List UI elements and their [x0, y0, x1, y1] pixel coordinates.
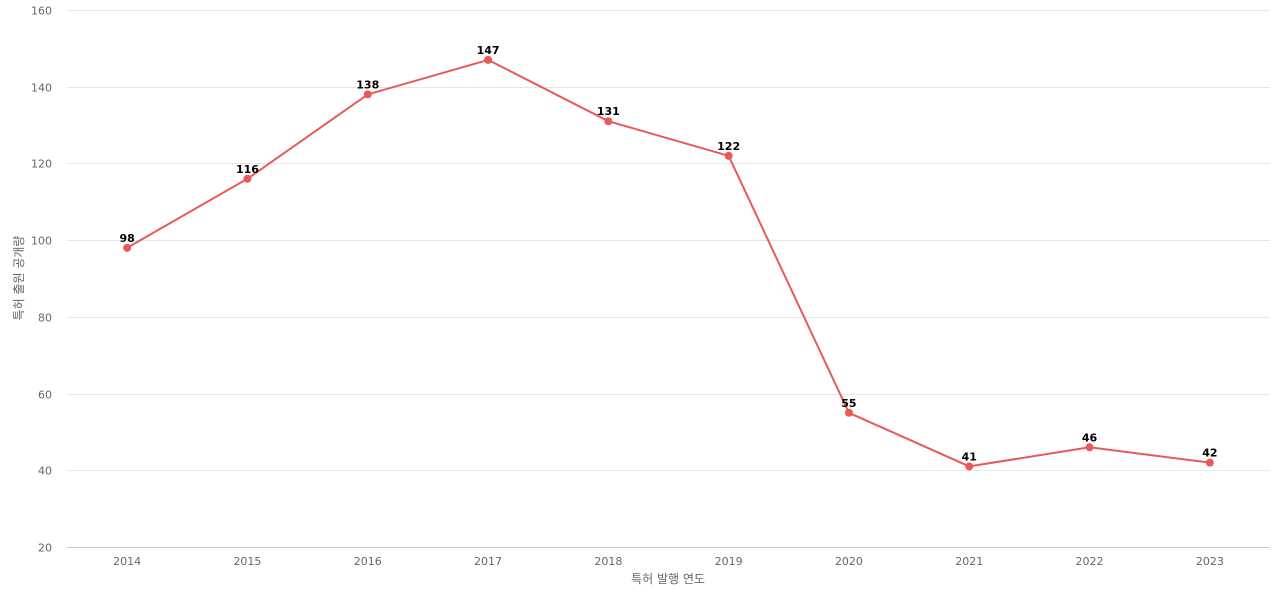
data-point[interactable] [724, 151, 733, 160]
data-point[interactable] [363, 90, 372, 99]
y-tick-label: 120 [31, 158, 52, 171]
data-point[interactable] [1085, 443, 1094, 452]
data-labels: 98 116 138 147 131 122 55 41 46 42 [119, 44, 1217, 464]
series-line [126, 58, 1210, 468]
data-label: 46 [1082, 431, 1098, 444]
data-label: 138 [356, 78, 379, 91]
x-tick-label: 2023 [1196, 555, 1224, 568]
y-axis-title: 특허 출원 공개량 [12, 236, 26, 321]
y-axis-ticks: 20 40 60 80 100 120 140 160 [31, 5, 52, 555]
x-axis-ticks: 2014 2015 2016 2017 2018 2019 2020 2021 2022 2023 [113, 555, 1224, 568]
x-axis-title: 특허 발행 연도 [631, 571, 705, 586]
y-tick-label: 140 [31, 82, 52, 95]
data-point[interactable] [1205, 458, 1214, 467]
data-label: 42 [1202, 447, 1217, 460]
x-tick-label: 2021 [955, 555, 983, 568]
y-tick-label: 160 [31, 5, 52, 18]
y-tick-label: 60 [38, 389, 52, 402]
y-tick-label: 20 [38, 542, 52, 555]
series-line-group [126, 58, 1210, 468]
x-tick-label: 2014 [113, 555, 141, 568]
grid-lines [67, 10, 1270, 548]
data-points [123, 55, 1214, 471]
data-label: 98 [119, 232, 134, 245]
y-tick-label: 80 [38, 312, 52, 325]
data-point[interactable] [243, 174, 252, 183]
x-tick-label: 2019 [715, 555, 743, 568]
data-label: 41 [962, 450, 977, 463]
data-label: 55 [841, 397, 856, 410]
x-tick-label: 2016 [354, 555, 382, 568]
data-label: 116 [236, 163, 259, 176]
data-point[interactable] [965, 462, 974, 471]
x-tick-label: 2018 [594, 555, 622, 568]
y-tick-label: 100 [31, 235, 52, 248]
x-tick-label: 2020 [835, 555, 863, 568]
data-point[interactable] [484, 55, 493, 64]
data-label: 122 [717, 140, 740, 153]
data-label: 131 [597, 105, 620, 118]
data-point[interactable] [604, 117, 613, 126]
x-tick-label: 2015 [233, 555, 261, 568]
data-label: 147 [477, 44, 500, 57]
data-point[interactable] [123, 243, 132, 252]
x-tick-label: 2022 [1076, 555, 1104, 568]
y-tick-label: 40 [38, 465, 52, 478]
x-tick-label: 2017 [474, 555, 502, 568]
data-point[interactable] [844, 408, 853, 417]
